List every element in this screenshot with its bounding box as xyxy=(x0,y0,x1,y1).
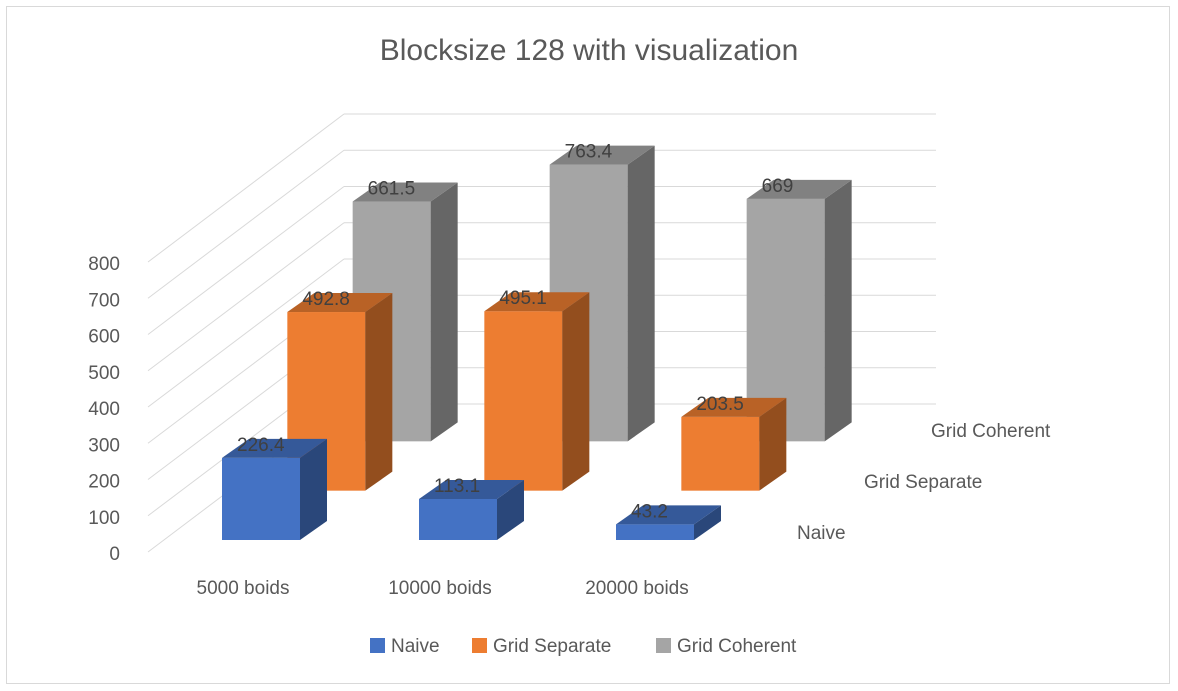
chart-title: Blocksize 128 with visualization xyxy=(380,34,799,67)
y-tick-label: 400 xyxy=(88,399,120,420)
bar-grid-separate-1 xyxy=(484,292,590,491)
y-tick-label: 200 xyxy=(88,472,120,493)
legend-item: Grid Separate xyxy=(472,636,611,657)
bar-naive-1 xyxy=(419,480,524,540)
y-tick-label: 600 xyxy=(88,327,120,348)
bar-top-face xyxy=(484,292,590,312)
gridline-side xyxy=(147,113,345,263)
bar-front-face xyxy=(419,499,497,540)
bar-side-face xyxy=(824,179,852,442)
bar-naive-0 xyxy=(222,438,327,540)
y-tick-label: 100 xyxy=(88,508,120,529)
bar-side-face xyxy=(365,293,393,491)
data-label: 763.4 xyxy=(565,142,613,163)
legend-label: Naive xyxy=(391,636,440,657)
gridline-side xyxy=(147,258,345,408)
series-axis-label: Grid Coherent xyxy=(931,421,1051,442)
category-label: 5000 boids xyxy=(197,578,290,599)
y-axis-ticks: 0 100 200 300 400 500 600 700 800 xyxy=(88,254,120,565)
category-label: 10000 boids xyxy=(388,578,492,599)
legend-item: Naive xyxy=(370,636,440,657)
gridline-side xyxy=(147,186,345,335)
legend: Naive Grid Separate Grid Coherent xyxy=(370,636,797,657)
bar-top-face xyxy=(746,179,852,199)
y-tick-label: 500 xyxy=(88,363,120,384)
bar-front-face xyxy=(484,311,563,491)
bar-side-face xyxy=(759,397,787,491)
bar-top-face xyxy=(287,293,393,313)
legend-swatch xyxy=(472,638,487,653)
data-label: 492.8 xyxy=(302,289,350,310)
bar-top-face xyxy=(352,182,458,202)
bar-top-face xyxy=(419,480,524,500)
bar-side-face xyxy=(694,505,721,540)
bar-side-face xyxy=(430,182,458,442)
bar-grid-separate-2 xyxy=(681,397,787,491)
data-label: 661.5 xyxy=(368,179,416,200)
data-label: 495.1 xyxy=(499,288,547,309)
bars xyxy=(222,145,852,540)
category-label: 20000 boids xyxy=(585,578,689,599)
bar-side-face xyxy=(627,145,655,442)
bar-top-face xyxy=(681,397,787,417)
y-tick-label: 0 xyxy=(109,544,120,565)
legend-item: Grid Coherent xyxy=(656,636,797,657)
series-axis-label: Naive xyxy=(797,523,846,544)
y-tick-label: 300 xyxy=(88,435,120,456)
legend-label: Grid Separate xyxy=(493,636,611,657)
bar-side-face xyxy=(497,480,524,540)
bar-top-face xyxy=(549,145,655,165)
bar-front-face xyxy=(616,524,694,540)
gridline-side xyxy=(147,149,345,299)
data-label: 203.5 xyxy=(696,394,744,415)
legend-label: Grid Coherent xyxy=(677,636,797,657)
legend-swatch xyxy=(370,638,385,653)
bar-naive-2 xyxy=(616,505,721,540)
bar-front-face xyxy=(222,457,300,540)
bar-top-face xyxy=(616,505,721,525)
bar-top-face xyxy=(222,438,327,458)
y-tick-label: 800 xyxy=(88,254,120,275)
bar-front-face xyxy=(681,416,760,491)
data-label: 43.2 xyxy=(631,501,668,522)
data-labels: 661.5 763.4 669 492.8 495.1 203.5 226.4 113.1 43… xyxy=(237,142,793,523)
bar-side-face xyxy=(562,292,590,491)
data-label: 226.4 xyxy=(237,435,285,456)
depth-axis-series-labels: Naive Grid Separate Grid Coherent xyxy=(797,421,1051,544)
legend-swatch xyxy=(656,638,671,653)
gridline-side xyxy=(147,222,345,372)
y-tick-label: 700 xyxy=(88,290,120,311)
x-axis-categories: 5000 boids 10000 boids 20000 boids xyxy=(197,578,689,599)
data-label: 113.1 xyxy=(434,476,480,497)
data-label: 669 xyxy=(762,176,794,197)
bar-side-face xyxy=(300,438,327,540)
series-axis-label: Grid Separate xyxy=(864,472,982,493)
